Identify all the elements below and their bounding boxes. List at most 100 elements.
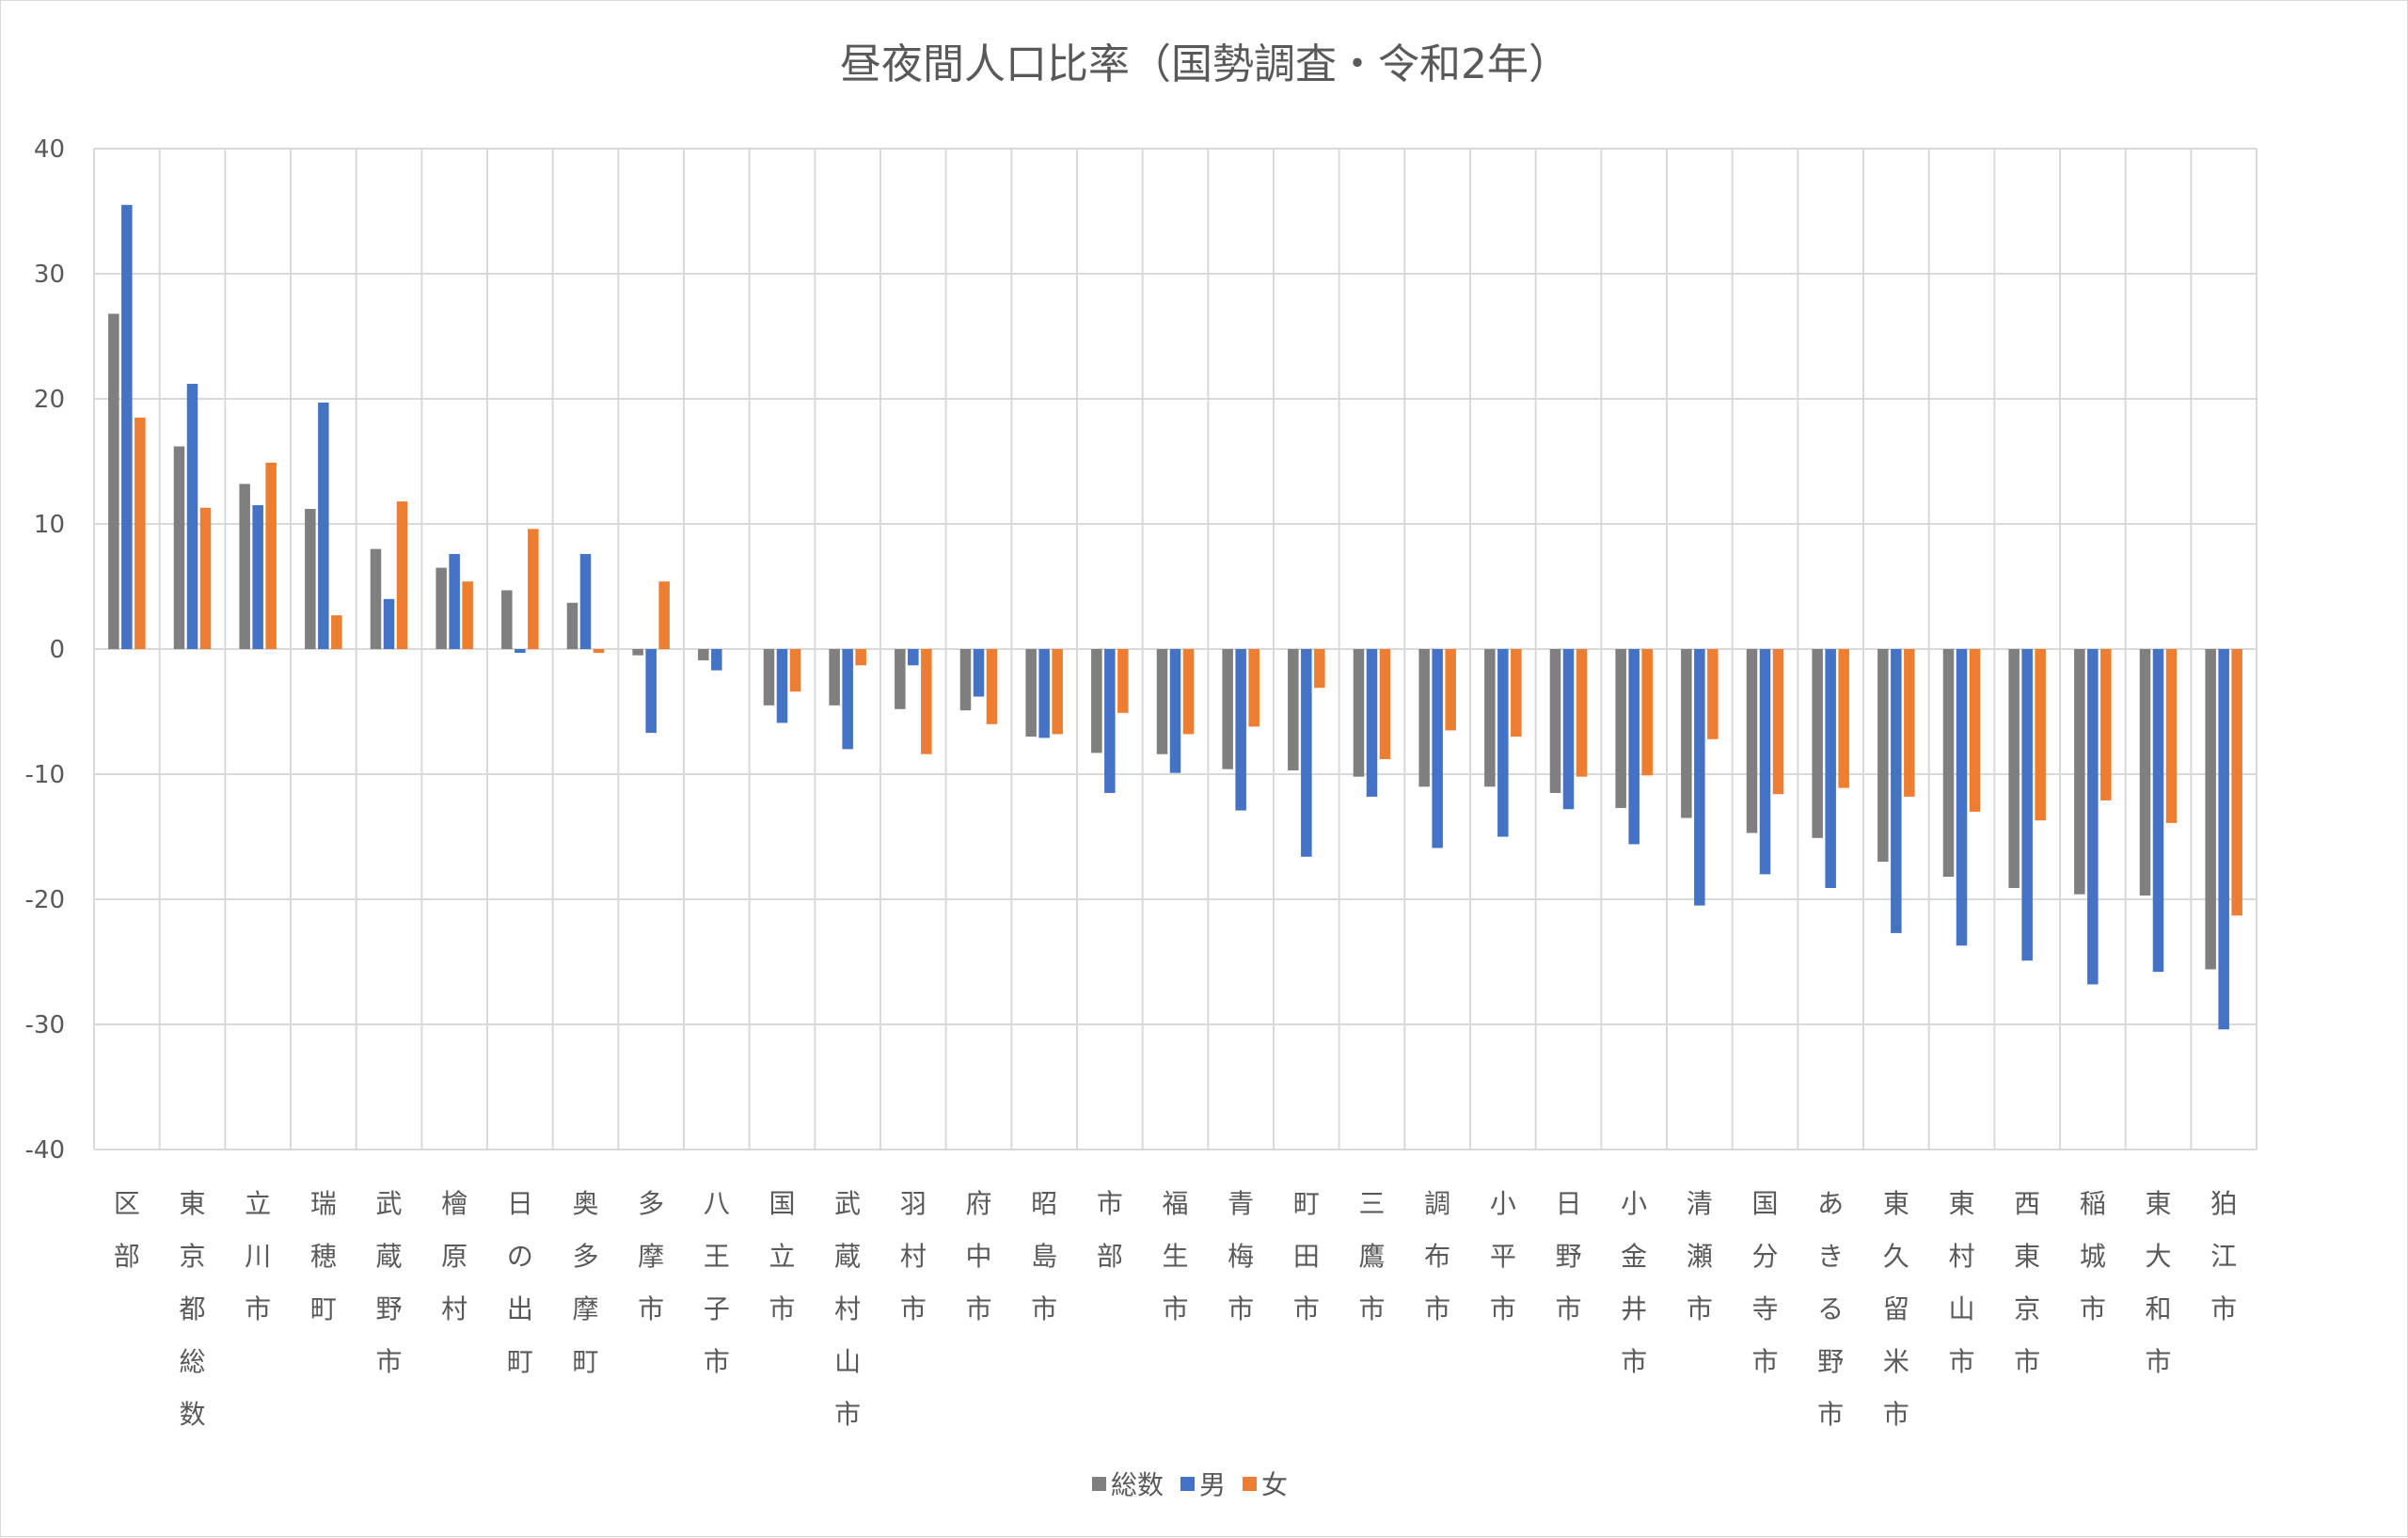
- bar-女-西東京市: [2035, 649, 2046, 821]
- bar-男-青梅市: [1235, 649, 1246, 811]
- x-tick-label: 三鷹市: [1358, 1188, 1385, 1324]
- bar-総数-三鷹市: [1353, 649, 1365, 777]
- bar-総数-清瀬市: [1681, 649, 1692, 818]
- bar-男-檜原村: [449, 553, 460, 649]
- y-tick-label: 10: [34, 511, 65, 539]
- bar-男-小金井市: [1628, 649, 1640, 845]
- bar-総数-小金井市: [1615, 649, 1626, 808]
- bar-男-瑞穂町: [318, 402, 329, 649]
- bar-女-区部: [135, 417, 146, 649]
- x-tick-label: 市部: [1097, 1188, 1123, 1272]
- bar-男-東村山市: [1956, 649, 1968, 946]
- chart-title: 昼夜間人口比率（国勢調査・令和2年）: [840, 40, 1570, 88]
- bar-女-三鷹市: [1379, 649, 1391, 760]
- bar-男-八王子市: [711, 649, 722, 671]
- bar-男-調布市: [1432, 649, 1443, 848]
- bar-総数-東京都総数: [173, 446, 185, 649]
- bar-女-武蔵村山市: [855, 649, 866, 666]
- x-tick-label: 清瀬市: [1687, 1188, 1713, 1324]
- x-tick-label: 小金井市: [1621, 1188, 1647, 1377]
- bar-総数-瑞穂町: [305, 509, 316, 649]
- x-tick-label: 武蔵野市: [375, 1188, 402, 1377]
- legend-label: 男: [1199, 1469, 1226, 1500]
- bar-女-東村山市: [1969, 649, 1981, 812]
- bar-女-羽村市: [921, 649, 932, 754]
- bar-総数-武蔵野市: [370, 548, 382, 649]
- bar-女-小平市: [1511, 649, 1522, 737]
- bar-総数-羽村市: [895, 649, 906, 709]
- y-tick-label: -40: [25, 1136, 65, 1165]
- x-tick-label: 羽村市: [900, 1188, 927, 1324]
- bar-女-福生市: [1182, 649, 1195, 735]
- y-tick-label: 30: [34, 261, 65, 289]
- bar-総数-多摩市: [632, 649, 643, 656]
- bar-女-府中市: [986, 649, 998, 724]
- bar-総数-奥多摩町: [566, 602, 578, 649]
- x-tick-label: 東京都総数: [179, 1188, 205, 1430]
- x-tick-label: 立川市: [245, 1188, 271, 1324]
- bar-総数-稲城市: [2074, 649, 2085, 895]
- bar-女-狛江市: [2231, 649, 2242, 916]
- x-tick-label: 多摩市: [638, 1188, 664, 1324]
- bar-総数-あきる野市: [1812, 649, 1823, 838]
- bar-総数-町田市: [1288, 649, 1299, 771]
- x-tick-label: 奥多摩町: [572, 1188, 598, 1377]
- x-tick-label: 稲城市: [2080, 1188, 2106, 1324]
- x-tick-label: 昭島市: [1031, 1188, 1057, 1324]
- x-tick-label: 武蔵村山市: [834, 1188, 861, 1430]
- bar-女-日野市: [1576, 649, 1588, 777]
- bar-男-国立市: [776, 649, 788, 723]
- x-tick-label: 東久留米市: [1883, 1188, 1909, 1430]
- legend-label: 総数: [1111, 1469, 1164, 1500]
- bar-総数-国分寺市: [1746, 649, 1758, 833]
- x-tick-label: 日の出町: [507, 1188, 533, 1377]
- bar-男-区部: [121, 204, 133, 649]
- bar-女-あきる野市: [1838, 649, 1849, 788]
- bar-男-町田市: [1301, 649, 1312, 857]
- bar-女-小金井市: [1641, 649, 1653, 776]
- x-tick-label: 府中市: [965, 1188, 991, 1324]
- y-tick-label: -20: [25, 886, 65, 914]
- bar-女-調布市: [1445, 649, 1456, 731]
- bar-総数-日の出町: [501, 590, 513, 649]
- bar-女-市部: [1117, 649, 1129, 713]
- bar-女-多摩市: [658, 581, 670, 649]
- bar-男-あきる野市: [1825, 649, 1836, 889]
- x-tick-label: 西東京市: [2014, 1188, 2040, 1377]
- bar-総数-東村山市: [1942, 649, 1955, 878]
- bar-男-武蔵村山市: [842, 649, 853, 750]
- bar-総数-区部: [108, 313, 119, 649]
- x-tick-label: 区部: [114, 1188, 140, 1272]
- bar-男-昭島市: [1038, 649, 1050, 738]
- y-tick-label: -10: [25, 761, 65, 789]
- bar-男-稲城市: [2087, 649, 2099, 985]
- x-tick-label: 狛江市: [2210, 1188, 2237, 1324]
- bar-男-日野市: [1562, 649, 1575, 810]
- bar-女-奥多摩町: [593, 649, 605, 653]
- bars: [108, 204, 2242, 1030]
- x-tick-label: 瑞穂町: [310, 1188, 337, 1324]
- bar-男-福生市: [1169, 649, 1181, 773]
- y-tick-label: -30: [25, 1011, 65, 1039]
- bar-男-狛江市: [2218, 649, 2229, 1030]
- bar-総数-市部: [1091, 649, 1102, 753]
- bar-男-小平市: [1497, 649, 1509, 837]
- bar-女-東大和市: [2165, 649, 2178, 823]
- x-tick-label: 国分寺市: [1751, 1188, 1778, 1377]
- bar-女-武蔵野市: [396, 501, 408, 649]
- x-tick-label: 福生市: [1162, 1188, 1188, 1324]
- bar-男-日の出町: [515, 649, 526, 653]
- bar-女-檜原村: [462, 581, 473, 649]
- bar-女-清瀬市: [1707, 649, 1719, 739]
- bar-女-瑞穂町: [331, 615, 342, 649]
- bar-総数-狛江市: [2205, 649, 2216, 970]
- x-tick-label: 小平市: [1490, 1188, 1516, 1324]
- x-tick-label: 東村山市: [1948, 1188, 1974, 1377]
- y-tick-label: 40: [34, 135, 65, 164]
- bar-総数-檜原村: [436, 567, 447, 649]
- bar-女-昭島市: [1052, 649, 1063, 735]
- bar-女-国立市: [789, 649, 801, 692]
- bar-女-稲城市: [2100, 649, 2112, 801]
